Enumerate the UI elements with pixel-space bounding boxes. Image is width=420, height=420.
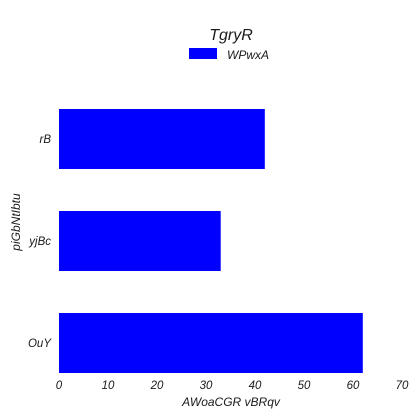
legend-swatch	[189, 48, 217, 59]
y-tick-label: yjBc	[28, 236, 51, 248]
y-tick-labels: OuY yjBc rB	[28, 134, 52, 350]
x-tick-labels: 0 10 20 30 40 50 60 70	[56, 380, 409, 392]
x-tick-label: 0	[56, 380, 63, 392]
legend: WPwxA	[189, 48, 269, 62]
bars	[59, 109, 363, 373]
y-tick-label: OuY	[28, 338, 52, 350]
bar-rB	[59, 109, 265, 169]
x-tick-label: 70	[396, 380, 409, 392]
x-tick-label: 10	[102, 380, 115, 392]
x-tick-label: 40	[249, 380, 262, 392]
x-tick-label: 50	[298, 380, 311, 392]
chart-title: TgryR	[209, 27, 253, 44]
x-tick-label: 60	[347, 380, 360, 392]
x-tick-label: 20	[150, 380, 164, 392]
x-tick-label: 30	[200, 380, 213, 392]
y-tick-label: rB	[40, 134, 52, 146]
bar-OuY	[59, 313, 363, 373]
x-axis-label: AWoaCGR vBRqv	[181, 395, 281, 409]
bar-yjBc	[59, 211, 221, 271]
legend-label: WPwxA	[227, 48, 269, 62]
y-axis-label: piGbNtIbtu	[9, 193, 23, 252]
